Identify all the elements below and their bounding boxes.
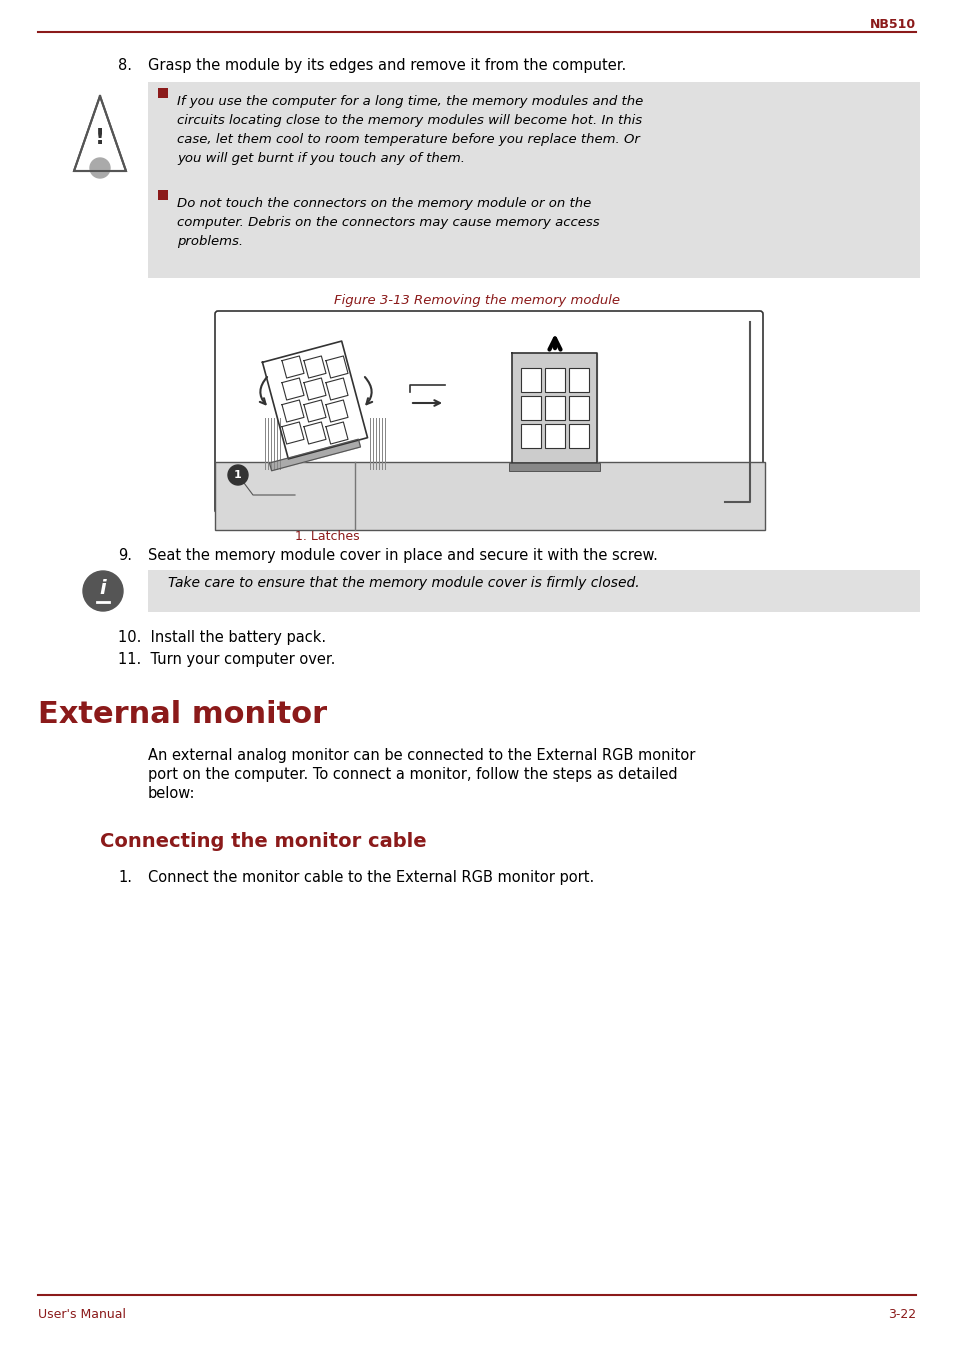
Bar (214, 461, 764, 530)
Text: External monitor: External monitor (38, 699, 327, 729)
Bar (148, 82, 919, 278)
Bar (544, 395, 564, 420)
Circle shape (83, 572, 123, 611)
Polygon shape (512, 352, 597, 463)
Text: User's Manual: User's Manual (38, 1307, 126, 1321)
Bar (265, 418, 266, 469)
Text: port on the computer. To connect a monitor, follow the steps as detailed: port on the computer. To connect a monit… (148, 767, 677, 781)
Bar (158, 190, 168, 200)
Text: Connecting the monitor cable: Connecting the monitor cable (100, 833, 426, 851)
Polygon shape (282, 399, 304, 422)
Text: 1. Latches: 1. Latches (294, 530, 359, 543)
Text: you will get burnt if you touch any of them.: you will get burnt if you touch any of t… (177, 152, 464, 165)
Polygon shape (282, 378, 304, 399)
FancyBboxPatch shape (214, 311, 762, 512)
Polygon shape (304, 399, 326, 422)
Text: An external analog monitor can be connected to the External RGB monitor: An external analog monitor can be connec… (148, 748, 695, 763)
Bar (370, 418, 371, 469)
Text: If you use the computer for a long time, the memory modules and the: If you use the computer for a long time,… (177, 95, 642, 108)
Bar (378, 418, 380, 469)
Text: 1: 1 (233, 469, 242, 480)
Polygon shape (282, 356, 304, 378)
Text: 9.: 9. (118, 547, 132, 564)
Bar (568, 395, 588, 420)
Polygon shape (270, 440, 360, 471)
Text: case, let them cool to room temperature before you replace them. Or: case, let them cool to room temperature … (177, 133, 639, 147)
Bar (274, 418, 275, 469)
Polygon shape (74, 95, 126, 171)
Text: Connect the monitor cable to the External RGB monitor port.: Connect the monitor cable to the Externa… (148, 870, 594, 885)
Bar (271, 418, 273, 469)
Bar (520, 424, 540, 448)
Polygon shape (304, 378, 326, 399)
Bar (520, 369, 540, 391)
Bar (280, 418, 281, 469)
Bar (509, 463, 599, 471)
Text: problems.: problems. (177, 235, 243, 247)
Text: 10.  Install the battery pack.: 10. Install the battery pack. (118, 629, 326, 646)
Bar (544, 369, 564, 391)
Text: computer. Debris on the connectors may cause memory access: computer. Debris on the connectors may c… (177, 217, 599, 229)
Text: 1.: 1. (118, 870, 132, 885)
Bar (385, 418, 386, 469)
Polygon shape (326, 356, 348, 378)
Polygon shape (304, 422, 326, 444)
Text: Figure 3-13 Removing the memory module: Figure 3-13 Removing the memory module (334, 295, 619, 307)
Text: 3-22: 3-22 (887, 1307, 915, 1321)
Text: circuits locating close to the memory modules will become hot. In this: circuits locating close to the memory mo… (177, 114, 641, 126)
Polygon shape (326, 422, 348, 444)
Bar (544, 424, 564, 448)
Text: Grasp the module by its edges and remove it from the computer.: Grasp the module by its edges and remove… (148, 58, 625, 73)
Polygon shape (262, 342, 367, 459)
Text: Take care to ensure that the memory module cover is firmly closed.: Take care to ensure that the memory modu… (168, 576, 639, 590)
Circle shape (228, 465, 248, 486)
Text: i: i (99, 578, 106, 597)
Bar (375, 418, 377, 469)
Polygon shape (326, 378, 348, 399)
Text: Do not touch the connectors on the memory module or on the: Do not touch the connectors on the memor… (177, 196, 591, 210)
Bar (148, 570, 919, 612)
Bar (373, 418, 375, 469)
Text: !: ! (95, 128, 105, 148)
Bar (568, 424, 588, 448)
Polygon shape (282, 422, 304, 444)
Bar (568, 369, 588, 391)
Text: below:: below: (148, 785, 195, 802)
Bar (381, 418, 383, 469)
Bar (520, 395, 540, 420)
Bar (276, 418, 278, 469)
Polygon shape (304, 356, 326, 378)
Text: NB510: NB510 (869, 17, 915, 31)
Bar (268, 418, 269, 469)
Circle shape (90, 157, 110, 178)
Text: Seat the memory module cover in place and secure it with the screw.: Seat the memory module cover in place an… (148, 547, 658, 564)
Text: 11.  Turn your computer over.: 11. Turn your computer over. (118, 652, 335, 667)
Bar (158, 87, 168, 98)
Text: 8.: 8. (118, 58, 132, 73)
Polygon shape (326, 399, 348, 422)
